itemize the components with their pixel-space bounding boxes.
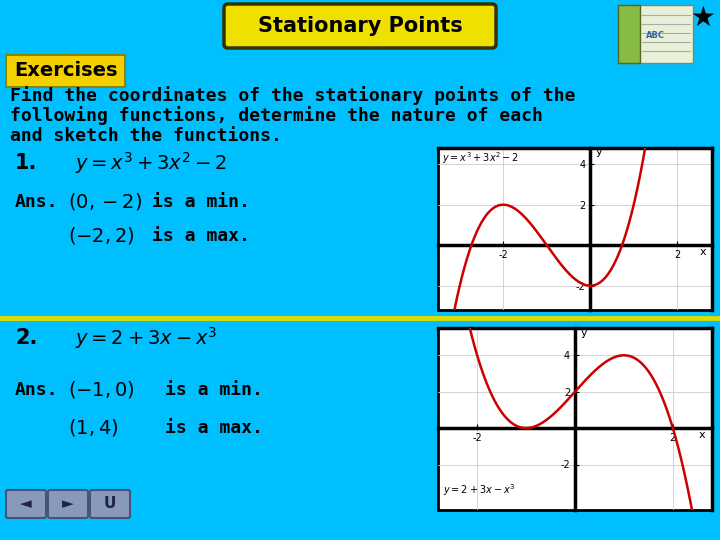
Text: $(1, 4)$: $(1, 4)$: [68, 417, 118, 438]
Text: and sketch the functions.: and sketch the functions.: [10, 127, 282, 145]
Text: following functions, determine the nature of each: following functions, determine the natur…: [10, 106, 543, 125]
Text: is a max.: is a max.: [152, 227, 250, 245]
Text: Ans.: Ans.: [15, 193, 58, 211]
Text: $(-2,2)$: $(-2,2)$: [68, 226, 135, 246]
Text: y: y: [580, 328, 587, 339]
FancyBboxPatch shape: [6, 490, 46, 518]
Text: 2.: 2.: [15, 328, 37, 348]
Text: $(-1, 0)$: $(-1, 0)$: [68, 380, 135, 401]
Text: ►: ►: [62, 496, 74, 511]
Text: Stationary Points: Stationary Points: [258, 16, 462, 36]
FancyBboxPatch shape: [618, 5, 693, 63]
FancyBboxPatch shape: [618, 5, 640, 63]
FancyBboxPatch shape: [90, 490, 130, 518]
FancyBboxPatch shape: [224, 4, 496, 48]
Text: Exercises: Exercises: [14, 62, 117, 80]
Text: is a max.: is a max.: [165, 419, 263, 437]
Text: $y = 2 + 3x - x^3$: $y = 2 + 3x - x^3$: [75, 325, 217, 351]
FancyBboxPatch shape: [6, 55, 125, 87]
Text: y: y: [595, 147, 602, 157]
Text: $y = x^3 + 3x^2 - 2$: $y = x^3 + 3x^2 - 2$: [75, 150, 227, 176]
Text: x: x: [699, 430, 706, 441]
Text: ★: ★: [690, 4, 716, 32]
Text: is a min.: is a min.: [165, 381, 263, 399]
FancyBboxPatch shape: [48, 490, 88, 518]
Text: is a min.: is a min.: [152, 193, 250, 211]
Text: x: x: [700, 247, 706, 257]
Text: ABC: ABC: [646, 30, 665, 39]
Text: $(0,-2)$: $(0,-2)$: [68, 192, 143, 213]
Text: Ans.: Ans.: [15, 381, 58, 399]
Text: U: U: [104, 496, 116, 511]
Text: Find the coordinates of the stationary points of the: Find the coordinates of the stationary p…: [10, 86, 575, 105]
Text: $y = 2 + 3x - x^3$: $y = 2 + 3x - x^3$: [443, 483, 515, 498]
Text: $y = x^3 + 3x^2 - 2$: $y = x^3 + 3x^2 - 2$: [442, 150, 520, 166]
Text: 1.: 1.: [15, 153, 37, 173]
Text: ◄: ◄: [20, 496, 32, 511]
